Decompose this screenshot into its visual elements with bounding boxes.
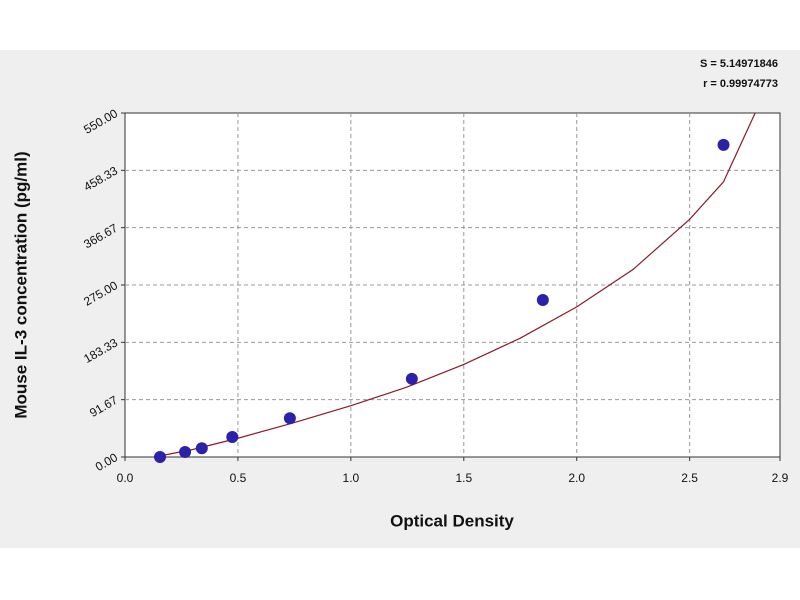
plot-area [124, 112, 781, 458]
point [154, 451, 167, 463]
annotation: S = 5.14971846 [700, 58, 778, 70]
x-tick-label: 0.0 [117, 471, 134, 485]
point [536, 294, 549, 307]
point [405, 372, 418, 385]
x-tick-label: 1.5 [455, 471, 472, 485]
x-tick-label: 2.0 [568, 471, 585, 485]
x-axis-title: Optical Density [390, 511, 514, 530]
x-tick-label: 1.0 [343, 471, 360, 485]
point [195, 442, 208, 455]
point [283, 412, 296, 425]
point [179, 445, 192, 458]
annotation: r = 0.99974773 [703, 78, 778, 90]
x-tick-label: 2.9 [772, 471, 789, 485]
point [717, 138, 730, 151]
x-tick-label: 0.5 [230, 471, 247, 485]
x-tick-label: 2.5 [681, 471, 698, 485]
y-axis-title: Mouse IL-3 concentration (pg/ml) [11, 151, 30, 418]
point [226, 430, 239, 443]
